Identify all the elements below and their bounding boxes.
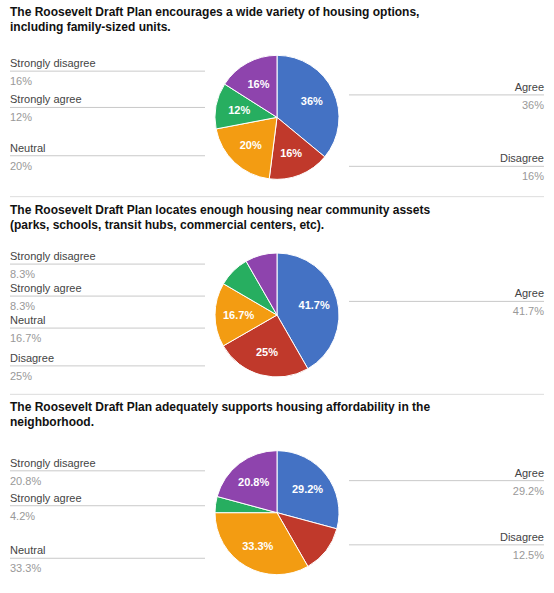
slice-label: 20.8% [238,476,269,488]
title-line: neighborhood. [10,415,94,429]
leader-line [10,296,205,297]
slice-label: 16% [247,78,269,90]
annotation-value: 33.3% [10,562,41,574]
panel: The Roosevelt Draft Plan adequately supp… [10,400,544,574]
annotation-value: 16% [522,170,544,182]
leader-line [10,328,205,329]
slice-label: 16.7% [223,309,254,321]
annotation-value: 16% [10,75,32,87]
leader-line [10,264,205,265]
slice-label: 33.3% [242,540,273,552]
annotation-value: 25% [10,370,32,382]
annotation-name: Disagree [500,531,544,543]
slice [246,253,277,315]
leader-line [10,365,205,366]
leader-line [10,155,205,156]
slice-label: 25% [256,346,278,358]
annotation-value: 20% [10,160,32,172]
annotation-value: 8.3% [10,268,35,280]
annotation-value: 8.3% [10,300,35,312]
pie: 36% 16% 20% 12% 16% [215,55,339,179]
annotation-name: Neutral [10,544,45,556]
leader-line [10,71,205,72]
title-line: including family-sized units. [10,20,171,34]
annotation-name: Strongly disagree [10,250,96,262]
slice-label: 36% [301,95,323,107]
annotation-name: Strongly agree [10,282,82,294]
annotation-name: Disagree [500,152,544,164]
annotation-value: 20.8% [10,475,41,487]
slice [269,117,325,179]
annotation-value: 16.7% [10,332,41,344]
leader-line [349,166,544,167]
title-line: The Roosevelt Draft Plan encourages a wi… [10,5,419,19]
annotation-value: 12.5% [513,549,544,561]
leader-line [10,107,205,108]
leader-line [349,94,544,95]
slice [217,451,277,513]
title-line: The Roosevelt Draft Plan locates enough … [10,203,430,217]
panel: The Roosevelt Draft Plan locates enough … [10,203,544,395]
annotation-name: Strongly disagree [10,57,96,69]
slice-label: 41.7% [299,299,330,311]
annotation-value: 36% [522,99,544,111]
annotation-name: Neutral [10,142,45,154]
annotation-name: Agree [515,287,544,299]
leader-line [349,544,544,545]
leader-line [349,301,544,302]
leader-line [10,505,205,506]
slice [225,55,277,117]
title: The Roosevelt Draft Plan encourages a wi… [10,5,419,34]
separator [10,196,544,197]
annotation-value: 12% [10,111,32,123]
annotation-name: Neutral [10,314,45,326]
annotation-value: 41.7% [513,305,544,317]
annotation-value: 29.2% [513,485,544,497]
annotation-name: Strongly disagree [10,457,96,469]
panel: The Roosevelt Draft Plan encourages a wi… [10,5,544,197]
leader-line [10,558,205,559]
separator [10,394,544,395]
slice-label: 20% [240,139,262,151]
annotation-name: Strongly agree [10,492,82,504]
slice-label: 29.2% [292,483,323,495]
title: The Roosevelt Draft Plan adequately supp… [10,400,430,429]
pie: 29.2% 33.3% 20.8% [215,451,339,575]
slice [215,513,308,575]
slice-label: 16% [280,147,302,159]
title: The Roosevelt Draft Plan locates enough … [10,203,430,232]
leader-line [10,470,205,471]
pie: 41.7% 25% 16.7% [215,253,339,377]
annotation-name: Strongly agree [10,93,82,105]
chart-root: The Roosevelt Draft Plan encourages a wi… [0,0,554,593]
leader-line [349,480,544,481]
slice-label: 12% [228,104,250,116]
annotation-name: Agree [515,81,544,93]
annotation-name: Agree [515,467,544,479]
title-line: (parks, schools, transit hubs, commercia… [10,218,324,232]
annotation-value: 4.2% [10,510,35,522]
title-line: The Roosevelt Draft Plan adequately supp… [10,400,430,414]
annotation-name: Disagree [10,352,54,364]
